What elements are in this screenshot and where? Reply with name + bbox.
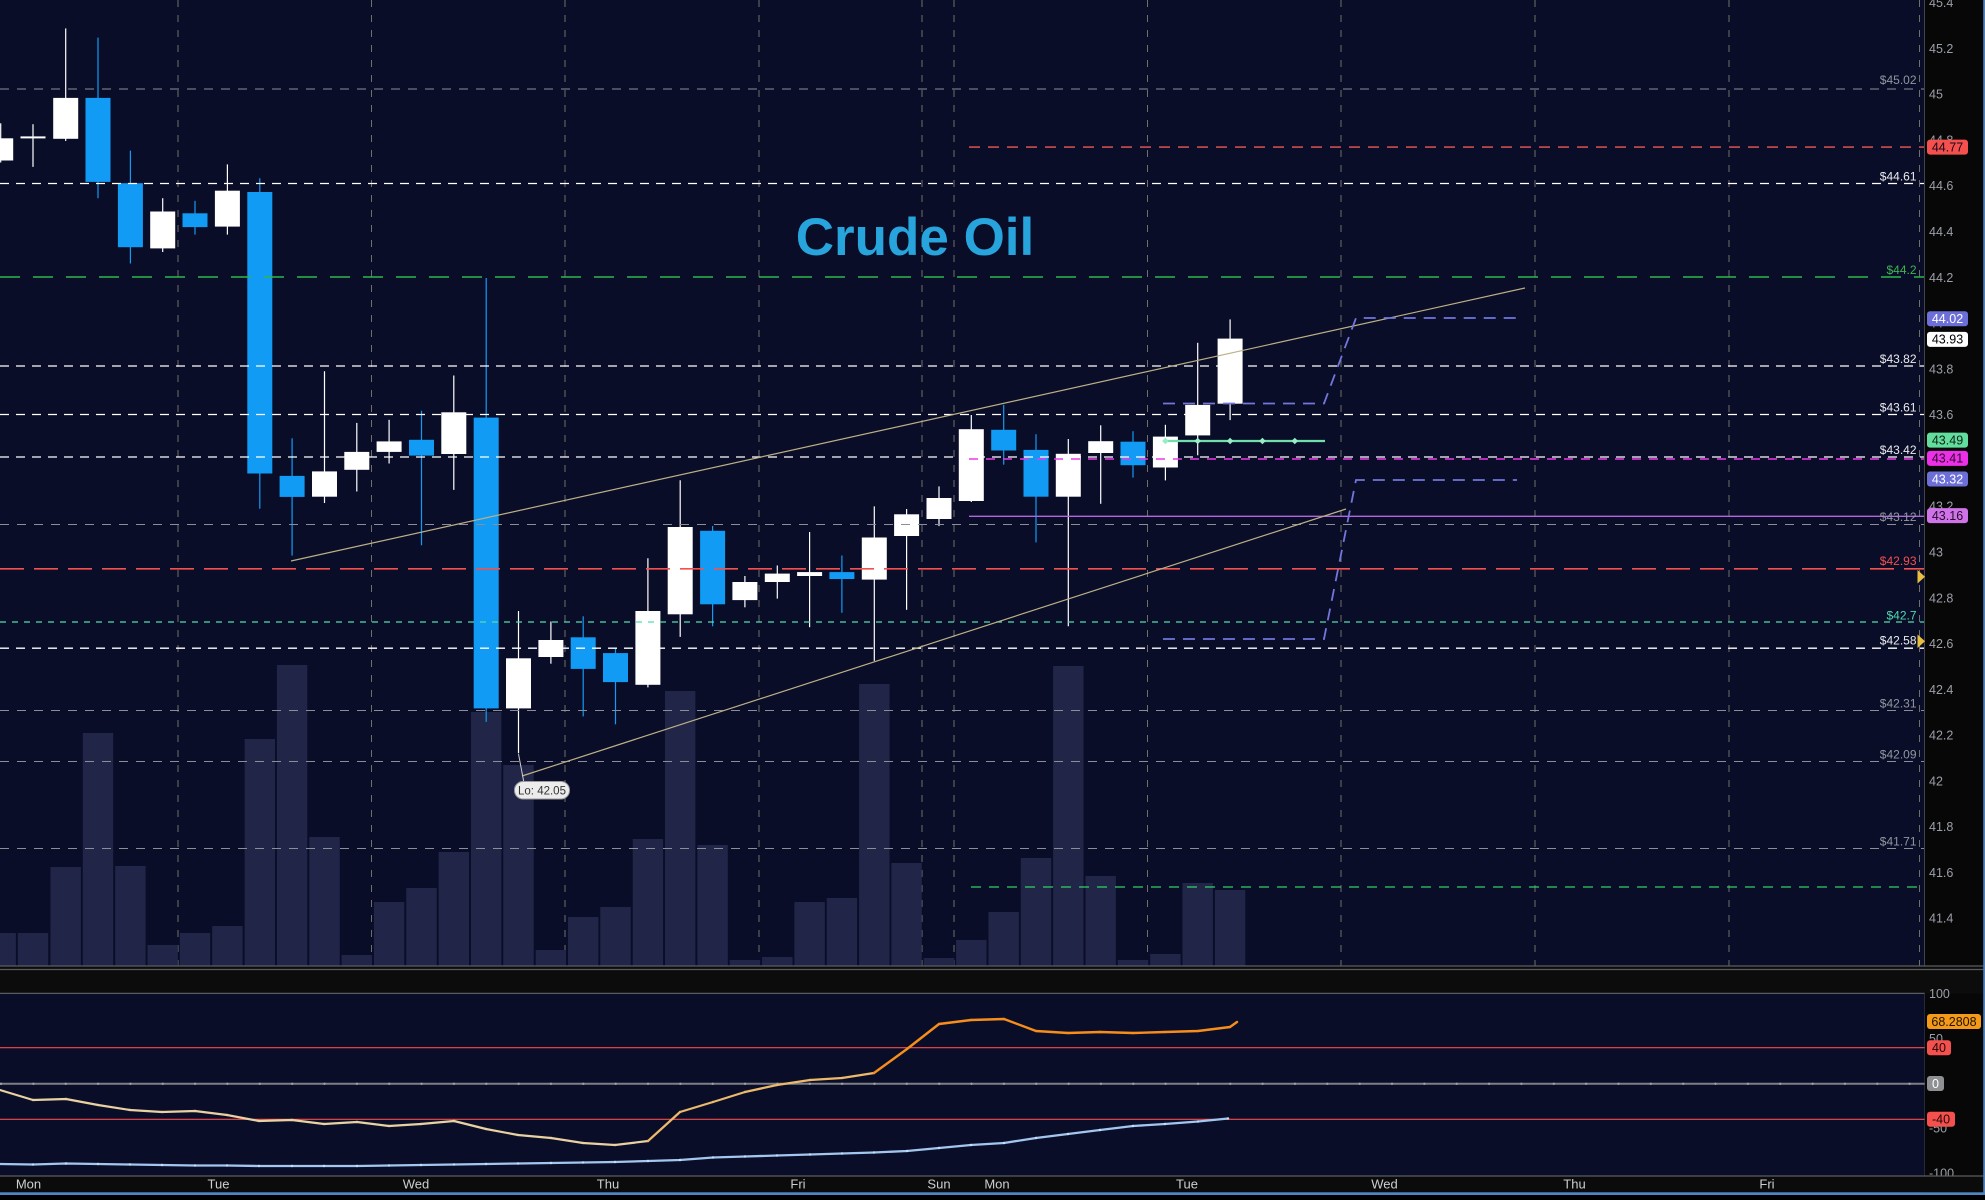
svg-text:-40: -40 <box>1932 1113 1950 1127</box>
svg-text:$42.09: $42.09 <box>1880 748 1917 762</box>
svg-text:$42.93: $42.93 <box>1880 554 1917 568</box>
svg-text:43.49: 43.49 <box>1932 433 1963 447</box>
svg-text:42.4: 42.4 <box>1929 683 1953 697</box>
svg-text:Crude Oil: Crude Oil <box>796 208 1035 267</box>
svg-text:Thu: Thu <box>1563 1177 1585 1192</box>
svg-text:$44.61: $44.61 <box>1880 170 1917 184</box>
svg-text:$43.82: $43.82 <box>1880 352 1917 366</box>
svg-text:$42.7: $42.7 <box>1886 609 1916 623</box>
svg-text:41.6: 41.6 <box>1929 866 1953 880</box>
svg-text:42.2: 42.2 <box>1929 729 1953 743</box>
svg-text:42.8: 42.8 <box>1929 591 1953 605</box>
svg-text:45.4: 45.4 <box>1929 0 1953 10</box>
svg-text:44.6: 44.6 <box>1929 179 1953 193</box>
svg-text:Sun: Sun <box>927 1177 950 1192</box>
svg-text:Fri: Fri <box>790 1177 805 1192</box>
svg-text:40: 40 <box>1932 1041 1946 1055</box>
svg-text:$44.2: $44.2 <box>1886 263 1916 277</box>
svg-text:Lo: 42.05: Lo: 42.05 <box>518 786 566 798</box>
svg-text:42.6: 42.6 <box>1929 637 1953 651</box>
svg-text:Fri: Fri <box>1759 1177 1774 1192</box>
svg-text:Mon: Mon <box>984 1177 1009 1192</box>
svg-text:$41.71: $41.71 <box>1880 835 1917 849</box>
svg-text:41.4: 41.4 <box>1929 912 1953 926</box>
svg-text:$43.42: $43.42 <box>1880 443 1917 457</box>
svg-text:43.8: 43.8 <box>1929 362 1953 376</box>
svg-text:100: 100 <box>1929 987 1950 1001</box>
svg-text:44.2: 44.2 <box>1929 271 1953 285</box>
svg-text:43: 43 <box>1929 546 1943 560</box>
svg-text:43.16: 43.16 <box>1932 509 1963 523</box>
svg-text:Wed: Wed <box>1371 1177 1398 1192</box>
svg-text:$42.31: $42.31 <box>1880 697 1917 711</box>
svg-text:$42.58: $42.58 <box>1880 634 1917 648</box>
svg-text:Tue: Tue <box>1176 1177 1198 1192</box>
svg-text:44.4: 44.4 <box>1929 225 1953 239</box>
svg-text:44.77: 44.77 <box>1932 140 1963 154</box>
svg-text:$43.12: $43.12 <box>1880 510 1917 524</box>
svg-text:45: 45 <box>1929 88 1943 102</box>
svg-text:$43.61: $43.61 <box>1880 401 1917 415</box>
svg-text:42: 42 <box>1929 774 1943 788</box>
svg-text:0: 0 <box>1932 1077 1939 1091</box>
svg-text:Tue: Tue <box>208 1177 230 1192</box>
svg-text:$45.02: $45.02 <box>1880 73 1917 87</box>
svg-text:43.41: 43.41 <box>1932 452 1963 466</box>
svg-text:Thu: Thu <box>597 1177 619 1192</box>
svg-text:41.8: 41.8 <box>1929 820 1953 834</box>
svg-text:43.93: 43.93 <box>1932 333 1963 347</box>
svg-text:Wed: Wed <box>403 1177 430 1192</box>
svg-text:43.6: 43.6 <box>1929 408 1953 422</box>
svg-text:43.32: 43.32 <box>1932 472 1963 486</box>
svg-text:Mon: Mon <box>16 1177 41 1192</box>
svg-text:45.2: 45.2 <box>1929 42 1953 56</box>
svg-text:44.02: 44.02 <box>1932 312 1963 326</box>
svg-text:68.2808: 68.2808 <box>1931 1015 1976 1029</box>
